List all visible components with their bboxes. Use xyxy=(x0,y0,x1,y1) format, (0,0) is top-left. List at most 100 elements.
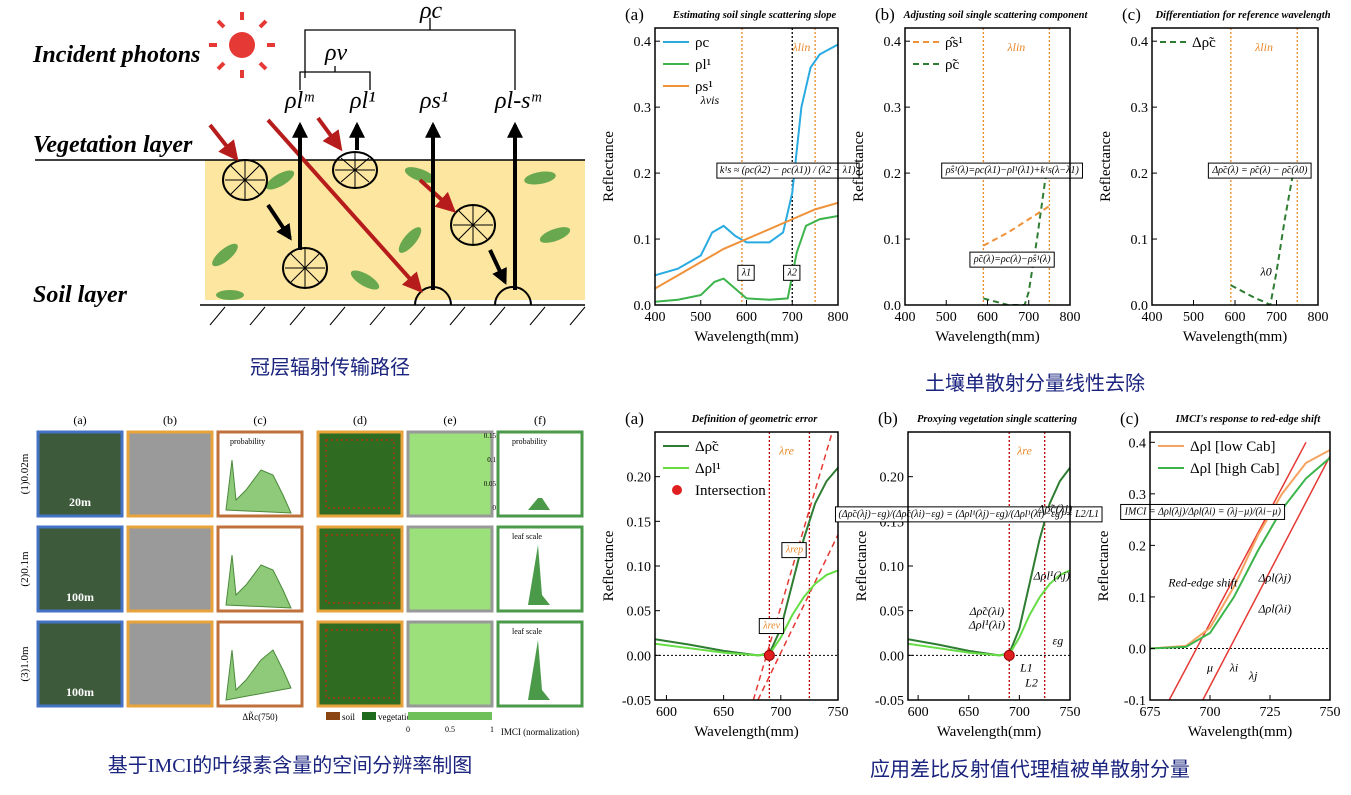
soil-patch xyxy=(325,439,395,509)
hist-legend: leaf scale xyxy=(512,532,542,541)
annotation: Δρ̃c(λj) xyxy=(1036,501,1072,515)
annotation: L2 xyxy=(1024,676,1038,690)
annotation: Red-edge shift xyxy=(1167,576,1238,590)
legend-label: Δρl [low Cab] xyxy=(1190,439,1275,455)
chart-title: Proxying vegetation single scattering xyxy=(917,414,1077,425)
legend-label: ρc xyxy=(695,35,709,51)
intersection-point xyxy=(763,649,775,661)
histogram xyxy=(528,640,550,700)
annotation: Δρl¹(λj) xyxy=(1033,568,1070,582)
row-label: (1)0.02m xyxy=(19,453,31,494)
column-label: (f) xyxy=(534,413,546,427)
histogram xyxy=(225,554,292,609)
legend-label: Δρl¹ xyxy=(695,461,721,477)
scale-label: 100m xyxy=(66,590,94,604)
image-tile xyxy=(406,430,494,518)
leaves xyxy=(212,167,571,300)
y-tick-label: 0.4 xyxy=(1129,436,1147,451)
label: ρc xyxy=(419,0,443,24)
caption: 土壤单散射分量线性去除 xyxy=(925,372,1145,395)
label: ρs¹ xyxy=(419,88,448,114)
image-tile xyxy=(496,525,584,613)
x-tick-label: 700 xyxy=(1009,705,1030,720)
legend-label: Δρl [high Cab] xyxy=(1190,461,1280,477)
y-tick-label: 0.3 xyxy=(1129,488,1147,503)
legend-marker xyxy=(672,485,682,495)
hist-tick: 0.05 xyxy=(484,480,497,488)
x-tick-label: 700 xyxy=(782,310,803,325)
chart-title: Estimating soil single scattering slope xyxy=(672,10,837,21)
label: ρlᵐ xyxy=(284,88,314,114)
x-tick-label: 725 xyxy=(1260,705,1281,720)
x-tick-label: 800 xyxy=(828,310,849,325)
y-tick-label: 0.1 xyxy=(1129,591,1147,606)
legend-label: ρs¹ xyxy=(695,79,713,95)
x-tick-label: 500 xyxy=(690,310,711,325)
x-tick-label: 600 xyxy=(977,310,998,325)
hist-legend: probability xyxy=(230,437,265,446)
series-line xyxy=(908,467,1070,657)
sun xyxy=(209,12,275,78)
colorbar-tick: 0.5 xyxy=(445,725,455,734)
annotation: λi xyxy=(1229,661,1239,675)
y-axis-label: Reflectance xyxy=(601,131,617,202)
y-tick-label: 0.10 xyxy=(627,560,652,575)
colorbar-tick: 1 xyxy=(490,725,494,734)
x-tick-label: 600 xyxy=(656,705,677,720)
annotation: k¹s ≈ (ρc(λ2) − ρc(λ1)) / (λ2 − λ1) xyxy=(720,165,856,176)
y-tick-label: 0.4 xyxy=(1131,35,1149,50)
x-tick-label: 400 xyxy=(645,310,666,325)
annotation: μ xyxy=(1206,661,1213,675)
scale-label: 20m xyxy=(69,495,91,509)
y-tick-label: 0.1 xyxy=(884,233,902,248)
x-tick-label: 600 xyxy=(1225,310,1246,325)
colorbar-tick: 0 xyxy=(406,725,410,734)
caption: 冠层辐射传输路径 xyxy=(250,356,410,379)
y-axis-label: Reflectance xyxy=(1098,131,1114,202)
hatch xyxy=(209,306,586,326)
annotation: λvis xyxy=(700,93,720,107)
y-tick-label: 0.05 xyxy=(880,605,905,620)
x-tick-label: 400 xyxy=(1142,310,1163,325)
x-tick-label: 700 xyxy=(1200,705,1221,720)
image-tile xyxy=(126,525,214,613)
black-arrows xyxy=(266,121,523,290)
x-tick-label: 650 xyxy=(958,705,979,720)
y-tick-label: -0.05 xyxy=(875,694,904,709)
image-tile xyxy=(406,620,494,708)
column-label: (e) xyxy=(443,413,456,427)
plot-area xyxy=(655,432,838,700)
histogram xyxy=(528,545,550,605)
series-line xyxy=(1150,457,1330,650)
annotation-box xyxy=(969,251,1055,268)
scale-label: 100m xyxy=(66,685,94,699)
plot-area xyxy=(908,432,1070,700)
plot-area xyxy=(1230,28,1299,305)
row-label: (3)1.0m xyxy=(19,646,31,682)
x-label: IMCI (normalization) xyxy=(501,727,579,737)
annotation: λ2 xyxy=(787,267,797,278)
x-axis-label: Wavelength(mm) xyxy=(1183,329,1288,345)
series-line xyxy=(655,214,838,303)
plot-area xyxy=(1150,441,1330,700)
annotation-box xyxy=(716,162,860,179)
legend-label: Δρ̃c xyxy=(695,439,719,455)
chart-title: IMCI's response to red-edge shift xyxy=(1175,414,1322,425)
legend-label: ρ̃c xyxy=(945,57,959,73)
annotation: Δρl¹(λi) xyxy=(968,618,1005,632)
x-tick-label: 800 xyxy=(1308,310,1329,325)
series-line xyxy=(655,201,838,290)
panel-label: (a) xyxy=(625,409,644,428)
image-tile xyxy=(316,430,404,518)
intersection-point xyxy=(1003,649,1015,661)
hist-legend: probability xyxy=(512,437,547,446)
hist-tick: 0.1 xyxy=(487,456,496,464)
image-tile xyxy=(36,620,124,708)
y-tick-label: 0.10 xyxy=(880,560,905,575)
y-axis-label: Reflectance xyxy=(851,131,867,202)
image-tile xyxy=(316,525,404,613)
annotation-box xyxy=(737,264,755,281)
annotation-box xyxy=(1207,162,1312,179)
legend-swatch xyxy=(326,712,340,720)
column-label: (a) xyxy=(73,413,86,427)
